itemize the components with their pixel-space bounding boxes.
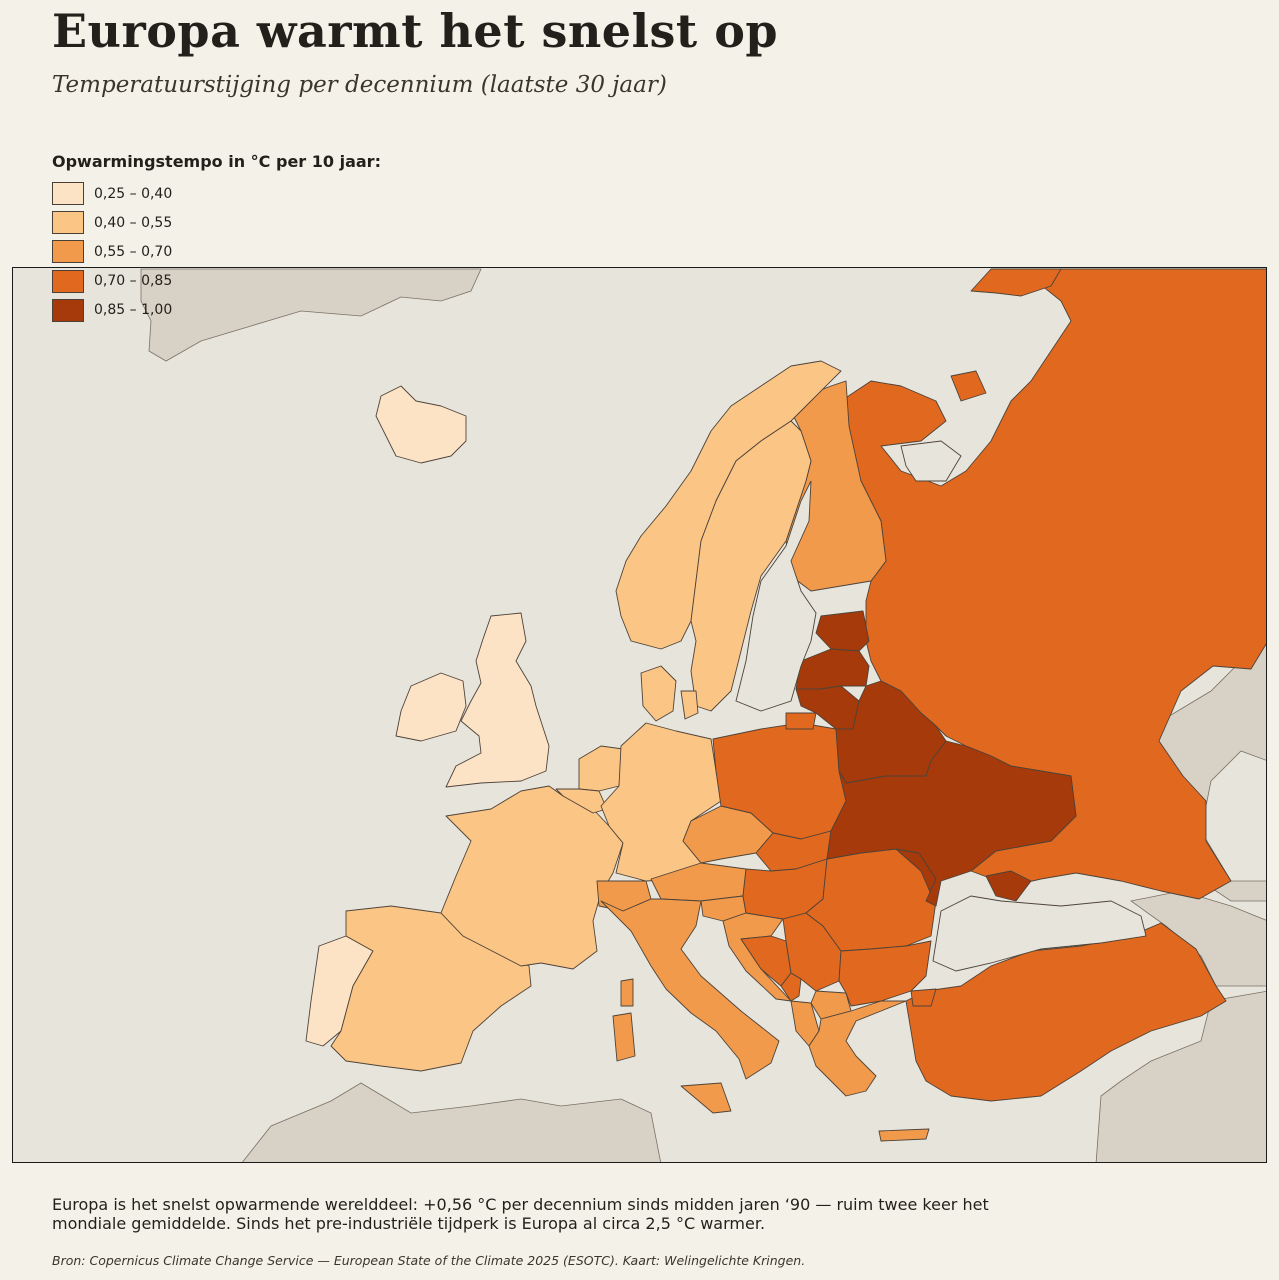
region-estonia xyxy=(815,610,870,652)
legend-item: 0,55 – 0,70 xyxy=(52,237,381,266)
region-denmark xyxy=(640,665,677,722)
north-africa xyxy=(242,1082,662,1162)
region-denmark-zealand xyxy=(680,690,699,720)
region-corsica xyxy=(620,978,634,1007)
legend-swatch xyxy=(52,269,84,293)
region-uk xyxy=(445,612,550,788)
page-subtitle: Temperatuurstijging per decennium (laats… xyxy=(52,72,667,98)
region-greece xyxy=(808,1000,907,1097)
baltic-sea xyxy=(735,480,817,712)
region-finland xyxy=(785,380,887,592)
legend-swatch xyxy=(52,182,84,206)
region-kaliningrad xyxy=(785,712,817,730)
legend: Opwarmingstempo in °C per 10 jaar: 0,25 … xyxy=(52,152,381,325)
map-canvas xyxy=(140,268,1266,1162)
region-turkey xyxy=(905,922,1227,1102)
legend-title: Opwarmingstempo in °C per 10 jaar: xyxy=(52,152,381,171)
region-latvia xyxy=(795,648,870,690)
legend-swatch xyxy=(52,298,84,322)
region-russia-kola xyxy=(950,370,987,402)
region-italy xyxy=(600,898,780,1080)
legend-label: 0,70 – 0,85 xyxy=(94,273,173,290)
region-sicily xyxy=(680,1082,732,1114)
legend-label: 0,25 – 0,40 xyxy=(94,185,173,202)
greenland xyxy=(140,268,482,362)
page-title: Europa warmt het snelst op xyxy=(52,4,779,58)
white-sea xyxy=(900,440,962,482)
middle-east xyxy=(1095,990,1266,1162)
europe-map xyxy=(12,267,1267,1163)
legend-item: 0,85 – 1,00 xyxy=(52,296,381,325)
region-turkey-thrace xyxy=(910,988,937,1007)
outside-land xyxy=(140,268,1266,1162)
region-france xyxy=(440,785,624,970)
region-ireland xyxy=(395,672,467,742)
legend-item: 0,25 – 0,40 xyxy=(52,179,381,208)
seas xyxy=(735,440,1147,972)
region-crete xyxy=(878,1128,930,1142)
region-sardinia xyxy=(612,1012,636,1062)
description-text: Europa is het snelst opwarmende wereldde… xyxy=(52,1195,989,1233)
legend-item: 0,40 – 0,55 xyxy=(52,208,381,237)
countries xyxy=(305,268,1266,1142)
region-sweden xyxy=(690,420,812,712)
region-netherlands xyxy=(578,745,624,792)
legend-swatch xyxy=(52,240,84,264)
legend-label: 0,85 – 1,00 xyxy=(94,302,173,319)
region-russia-novaya xyxy=(970,268,1062,297)
legend-label: 0,40 – 0,55 xyxy=(94,214,173,231)
legend-swatch xyxy=(52,211,84,235)
region-iceland xyxy=(375,385,467,464)
legend-label: 0,55 – 0,70 xyxy=(94,243,173,260)
black-sea xyxy=(932,895,1147,972)
region-montenegro xyxy=(780,972,802,1002)
region-ukraine xyxy=(826,740,1077,907)
source-text: Bron: Copernicus Climate Change Service … xyxy=(52,1253,806,1268)
legend-item: 0,70 – 0,85 xyxy=(52,267,381,296)
region-crimea xyxy=(985,870,1032,902)
